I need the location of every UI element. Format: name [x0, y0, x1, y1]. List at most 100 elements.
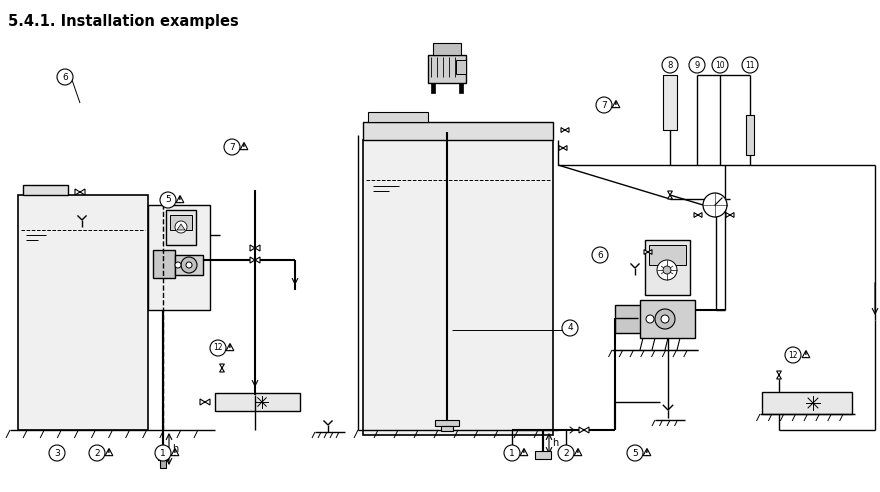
Polygon shape [200, 399, 210, 405]
Polygon shape [612, 100, 620, 108]
Bar [746, 115, 754, 155]
Text: !: ! [522, 449, 526, 458]
Bar [215, 393, 300, 411]
Text: 6: 6 [598, 250, 603, 259]
Bar [160, 458, 166, 468]
Text: 4: 4 [568, 324, 573, 333]
Circle shape [175, 262, 181, 268]
Bar [663, 75, 677, 130]
Circle shape [181, 257, 197, 273]
Polygon shape [776, 371, 781, 379]
Polygon shape [574, 448, 582, 456]
Text: 8: 8 [667, 61, 672, 69]
Bar [640, 300, 695, 338]
Circle shape [155, 445, 171, 461]
Polygon shape [240, 143, 248, 150]
Polygon shape [177, 224, 185, 230]
Text: !: ! [614, 101, 618, 110]
Polygon shape [694, 213, 702, 217]
Polygon shape [803, 350, 810, 358]
Polygon shape [105, 448, 113, 456]
Text: 6: 6 [62, 72, 68, 82]
Circle shape [646, 315, 654, 323]
Bar [431, 83, 435, 93]
Bar [456, 60, 466, 74]
Bar [166, 210, 196, 245]
Circle shape [562, 320, 578, 336]
Bar [435, 420, 459, 426]
Bar [649, 245, 686, 265]
Bar [158, 452, 168, 460]
Text: 9: 9 [694, 61, 700, 69]
Text: 10: 10 [715, 61, 725, 69]
Bar [441, 426, 453, 431]
Text: !: ! [173, 449, 177, 458]
Circle shape [689, 57, 705, 73]
Polygon shape [250, 245, 260, 251]
Text: 7: 7 [229, 143, 235, 152]
Circle shape [655, 309, 675, 329]
Circle shape [592, 247, 608, 263]
Polygon shape [644, 249, 652, 254]
Bar [153, 250, 175, 278]
Text: 5: 5 [632, 449, 638, 458]
Circle shape [703, 193, 727, 217]
Bar [363, 122, 553, 140]
Text: !: ! [178, 196, 182, 205]
Text: !: ! [107, 449, 111, 458]
Text: !: ! [576, 449, 580, 458]
Text: 1: 1 [160, 449, 165, 458]
Circle shape [175, 221, 187, 233]
Polygon shape [171, 448, 179, 456]
Text: 12: 12 [788, 350, 798, 360]
Bar [363, 140, 553, 435]
Polygon shape [579, 427, 589, 433]
Circle shape [657, 260, 677, 280]
Bar [368, 112, 428, 122]
Bar [762, 392, 852, 414]
Circle shape [504, 445, 520, 461]
Polygon shape [75, 189, 85, 195]
Bar [175, 255, 203, 275]
Text: 2: 2 [94, 449, 99, 458]
Circle shape [186, 262, 192, 268]
Text: !: ! [228, 344, 232, 353]
Bar [170, 215, 192, 230]
Circle shape [627, 445, 643, 461]
Bar [433, 43, 461, 55]
Circle shape [663, 266, 671, 274]
Text: 7: 7 [601, 100, 607, 110]
Circle shape [89, 445, 105, 461]
Text: 5: 5 [165, 195, 171, 205]
Text: 2: 2 [563, 449, 568, 458]
Polygon shape [226, 343, 234, 351]
Circle shape [596, 97, 612, 113]
Circle shape [210, 340, 226, 356]
Text: 11: 11 [745, 61, 755, 69]
Text: 3: 3 [55, 449, 60, 458]
Circle shape [661, 315, 669, 323]
Bar [18, 195, 148, 430]
Polygon shape [250, 257, 260, 263]
Bar [645, 240, 690, 295]
Circle shape [785, 347, 801, 363]
Circle shape [712, 57, 728, 73]
Polygon shape [726, 213, 734, 217]
Bar [23, 185, 68, 195]
Circle shape [742, 57, 758, 73]
Text: 12: 12 [213, 343, 223, 352]
Text: h: h [172, 444, 178, 454]
Bar [428, 55, 466, 83]
Bar [535, 451, 551, 459]
Text: 1: 1 [510, 449, 515, 458]
Polygon shape [220, 364, 224, 372]
Text: !: ! [645, 449, 649, 458]
Polygon shape [559, 146, 567, 151]
Bar [148, 205, 210, 310]
Circle shape [49, 445, 65, 461]
Polygon shape [520, 448, 528, 456]
Circle shape [558, 445, 574, 461]
Polygon shape [561, 127, 569, 132]
Circle shape [224, 139, 240, 155]
Polygon shape [668, 191, 672, 199]
